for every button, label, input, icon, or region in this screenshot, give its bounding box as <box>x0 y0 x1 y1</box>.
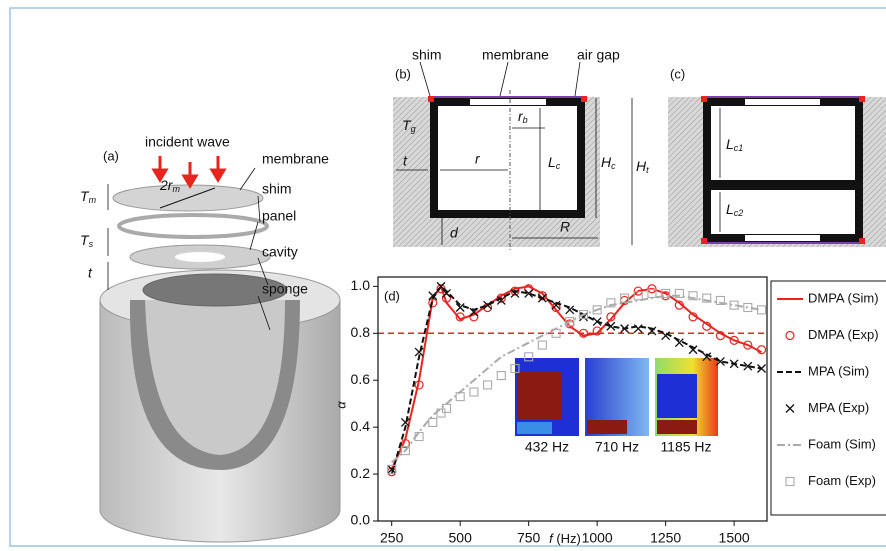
part-label: cavity <box>262 244 298 260</box>
dim-label: 2rm <box>159 177 180 195</box>
part-label: shim <box>412 47 442 63</box>
panel-label: (b) <box>395 66 411 81</box>
x-tick-label: 1250 <box>650 530 681 546</box>
inset-label: 1185 Hz <box>660 439 711 455</box>
y-tick-label: 0.8 <box>351 324 371 340</box>
legend: DMPA (Sim) DMPA (Exp) MPA (Sim) MPA (Exp) Fo… <box>771 281 886 515</box>
inset-field <box>517 372 562 420</box>
data-point <box>484 381 492 389</box>
x-axis-var: f <box>549 531 554 546</box>
panel-label: (a) <box>103 148 119 163</box>
dim-label: Hc <box>601 154 616 172</box>
panel-a: (a) incident wave membrane shim panel ca… <box>80 134 340 542</box>
inset-label: 432 Hz <box>525 439 569 455</box>
x-tick-label: 1000 <box>582 530 613 546</box>
part-label: panel <box>262 208 296 224</box>
panel-hole <box>470 99 546 105</box>
shim-ring <box>119 215 267 237</box>
y-tick-label: 0.0 <box>351 512 371 528</box>
shim-mark <box>581 96 587 102</box>
y-tick-label: 1.0 <box>351 277 371 293</box>
x-tick-label: 500 <box>449 530 473 546</box>
dim-main: L <box>726 201 734 217</box>
part-label: membrane <box>262 151 329 167</box>
dim-sub: c1 <box>734 143 744 153</box>
dim-label: d <box>450 225 459 241</box>
insets <box>515 358 718 436</box>
legend-label: DMPA (Exp) <box>808 327 879 342</box>
data-point <box>456 393 464 401</box>
x-tick-label: 1500 <box>719 530 750 546</box>
panel-b: (b) shim membrane air gap Tg t r rb Lc H… <box>393 47 649 250</box>
inset-field <box>657 420 697 434</box>
inset-field <box>657 374 697 418</box>
dim-sub: g <box>411 124 416 134</box>
shim-mark <box>859 96 865 102</box>
dim-sub: c2 <box>734 208 744 218</box>
inset-field <box>517 422 552 434</box>
panel-label: (c) <box>670 66 685 81</box>
part-label: membrane <box>482 47 549 63</box>
part-label: air gap <box>577 47 620 63</box>
legend-label: Foam (Sim) <box>808 436 876 451</box>
dim-sub: c <box>556 161 561 171</box>
dim-sub: m <box>172 184 180 194</box>
shim-mark <box>701 238 707 244</box>
data-point <box>634 325 642 333</box>
shim-mark <box>701 96 707 102</box>
panel-c: (c) Lc1 Lc2 <box>668 66 886 247</box>
data-point <box>497 372 505 380</box>
legend-label: MPA (Exp) <box>808 400 869 415</box>
inset-field <box>587 420 627 434</box>
x-tick-label: 750 <box>517 530 541 546</box>
dim-label: R <box>560 219 570 235</box>
dim-label: t <box>88 265 93 281</box>
shim-mark <box>428 96 434 102</box>
panel-hole <box>745 99 820 105</box>
y-tick-label: 0.2 <box>351 465 371 481</box>
y-tick-label: 0.4 <box>351 418 371 434</box>
x-tick-label: 250 <box>380 530 404 546</box>
dim-sub: c <box>611 161 616 171</box>
dim-sub: t <box>646 165 649 175</box>
dim-sub: s <box>89 239 94 249</box>
y-tick-label: 0.6 <box>351 371 371 387</box>
data-point <box>470 388 478 396</box>
data-point <box>758 306 766 314</box>
legend-label: MPA (Sim) <box>808 363 869 378</box>
dim-main: L <box>548 154 556 170</box>
data-point <box>429 418 437 426</box>
chart: (d) f (Hz) α 250 500 750 1000 1250 1500 0.0 0.2… <box>333 277 886 546</box>
shim-mark <box>859 238 865 244</box>
part-label: sponge <box>262 281 308 297</box>
panel-hole <box>745 235 820 241</box>
legend-label: Foam (Exp) <box>808 473 876 488</box>
annotation: incident wave <box>145 134 230 150</box>
y-axis-label: α <box>333 401 348 409</box>
dim-label: Ht <box>636 158 649 176</box>
dim-sub: b <box>523 115 528 125</box>
x-axis-label: f (Hz) <box>549 531 581 546</box>
data-point <box>538 341 546 349</box>
panel-hole <box>175 252 225 262</box>
legend-label: DMPA (Sim) <box>808 290 879 305</box>
dim-sub: m <box>89 195 97 205</box>
panel-label: (d) <box>384 288 400 303</box>
data-point <box>442 404 450 412</box>
dim-main: L <box>726 136 734 152</box>
x-axis-unit: (Hz) <box>556 531 581 546</box>
dim-label: Ts <box>80 232 94 250</box>
page: { "panel_a": {"label": "(a)", "incident_… <box>0 0 886 551</box>
figure: (a) incident wave membrane shim panel ca… <box>0 0 886 551</box>
cavity-air <box>438 106 577 210</box>
inset-label: 710 Hz <box>595 439 639 455</box>
part-label: shim <box>262 181 292 197</box>
dim-label: Tm <box>80 188 97 206</box>
